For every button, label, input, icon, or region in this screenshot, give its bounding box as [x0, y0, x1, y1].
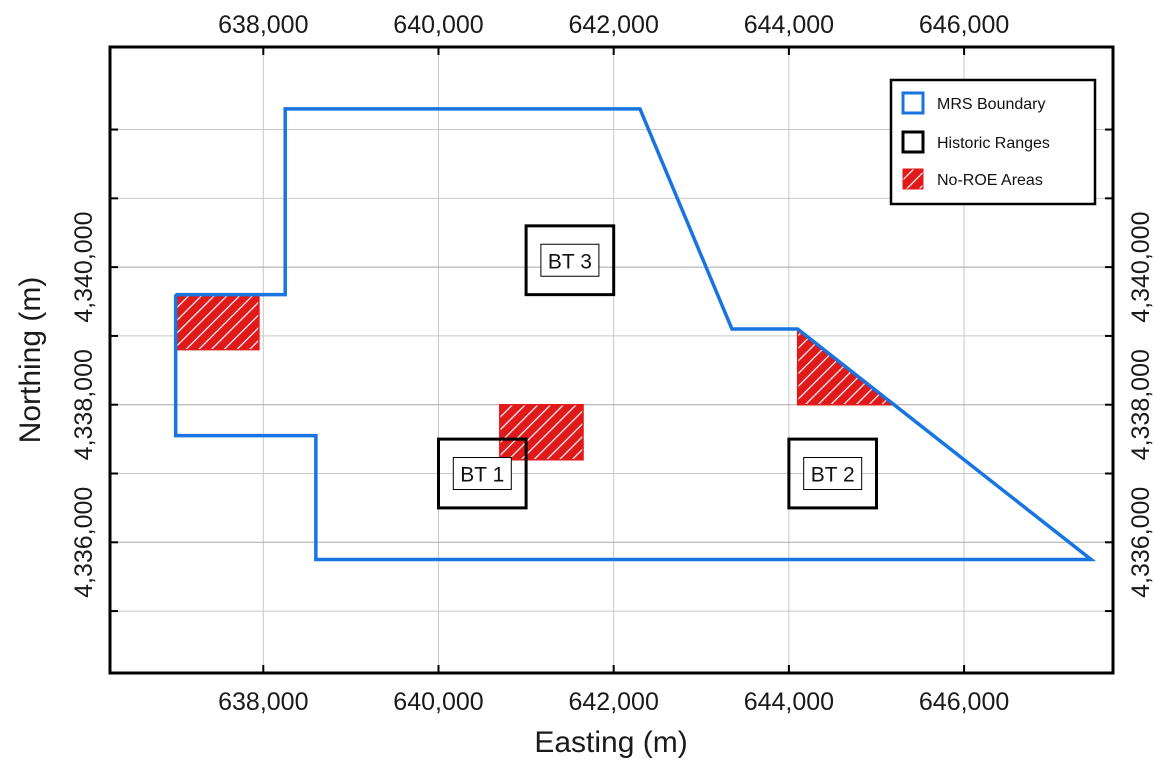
plot-frame — [108, 45, 1115, 675]
y-tick-label-right: 4,338,000 — [1127, 349, 1155, 460]
blue-outline-square-icon — [901, 91, 925, 115]
range-label-box — [540, 243, 600, 277]
historic-range-square — [436, 437, 528, 510]
y-tick-label-left: 4,338,000 — [70, 349, 98, 460]
no-roe-area — [174, 293, 260, 351]
black-outline-square-icon — [901, 130, 925, 154]
map-features — [173, 107, 1097, 562]
no-roe-area — [499, 403, 584, 461]
range-label-box — [803, 457, 863, 491]
y-tick-label-left: 4,336,000 — [70, 487, 98, 598]
x-tick-label-top: 644,000 — [744, 11, 834, 39]
y-tick-label-right: 4,340,000 — [1127, 212, 1155, 323]
legend-box — [889, 78, 1097, 206]
x-tick-label-bottom: 644,000 — [744, 688, 834, 716]
x-tick-label-top: 642,000 — [569, 11, 659, 39]
historic-range-square — [787, 437, 878, 510]
range-label-box — [452, 457, 512, 491]
x-tick-label-top: 646,000 — [919, 11, 1009, 39]
axis-tick-labels: 638,000 638,000 640,000 640,000 642,000 642,0… — [70, 11, 1155, 716]
x-tick-label-top: 640,000 — [393, 11, 483, 39]
legend-label-mrs-boundary: MRS Boundary — [937, 96, 1046, 113]
x-axis-title: Easting (m) — [534, 726, 687, 759]
historic-ranges — [436, 224, 878, 510]
x-tick-label-bottom: 646,000 — [919, 688, 1009, 716]
x-tick-label-bottom: 640,000 — [393, 688, 483, 716]
y-tick-label-left: 4,340,000 — [70, 212, 98, 323]
range-label: BT 2 — [811, 464, 855, 487]
range-label: BT 1 — [460, 464, 504, 487]
legend-label-no-roe-areas: No-ROE Areas — [937, 172, 1043, 189]
x-tick-label-top: 638,000 — [218, 11, 308, 39]
mrs-boundary-line — [173, 107, 1097, 562]
red-hatched-square-icon — [902, 168, 924, 190]
y-tick-label-right: 4,336,000 — [1127, 487, 1155, 598]
x-tick-label-bottom: 638,000 — [218, 688, 308, 716]
x-tick-label-bottom: 642,000 — [569, 688, 659, 716]
range-label: BT 3 — [548, 250, 592, 273]
legend-label-historic-ranges: Historic Ranges — [937, 135, 1050, 152]
historic-range-square — [524, 224, 616, 297]
axis-ticks — [110, 47, 1113, 673]
y-axis-title: Northing (m) — [14, 277, 47, 444]
legend: MRS Boundary Historic Ranges No-ROE Area… — [889, 78, 1097, 206]
range-labels: BT 3 BT 1 BT 2 — [452, 243, 863, 491]
